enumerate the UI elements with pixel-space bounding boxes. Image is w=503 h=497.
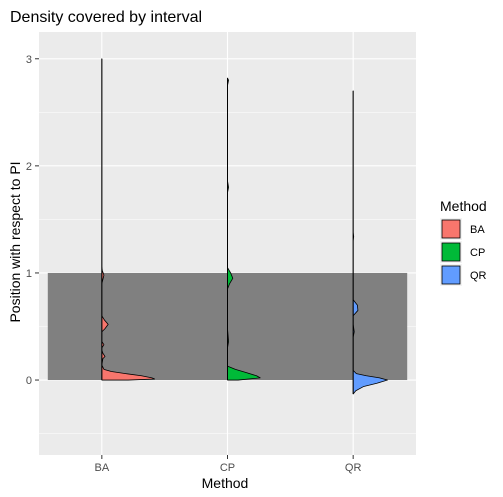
legend: Method BA CP QR bbox=[440, 198, 487, 286]
x-tick-label: CP bbox=[220, 462, 235, 474]
legend-title: Method bbox=[440, 198, 487, 214]
x-axis-title: Method bbox=[202, 475, 249, 491]
y-tick-label: 0 bbox=[26, 375, 32, 387]
x-axis-ticks: BA CP QR bbox=[94, 455, 361, 474]
legend-swatch-qr bbox=[441, 265, 461, 285]
y-tick-label: 3 bbox=[26, 54, 32, 66]
legend-label-cp: CP bbox=[470, 247, 485, 259]
x-tick-label: BA bbox=[94, 462, 109, 474]
y-axis-ticks: 0 1 2 3 bbox=[26, 54, 39, 387]
violin-ba bbox=[101, 58, 156, 381]
y-tick-label: 2 bbox=[26, 161, 32, 173]
y-tick-label: 1 bbox=[26, 268, 32, 280]
legend-label-qr: QR bbox=[470, 270, 487, 282]
legend-label-ba: BA bbox=[470, 224, 485, 236]
legend-swatch-ba bbox=[441, 219, 461, 239]
chart-title: Density covered by interval bbox=[10, 9, 202, 26]
legend-swatch-cp bbox=[441, 242, 461, 262]
x-tick-label: QR bbox=[345, 462, 362, 474]
violins bbox=[101, 58, 388, 395]
y-axis-title: Position with respect to PI bbox=[7, 161, 23, 322]
